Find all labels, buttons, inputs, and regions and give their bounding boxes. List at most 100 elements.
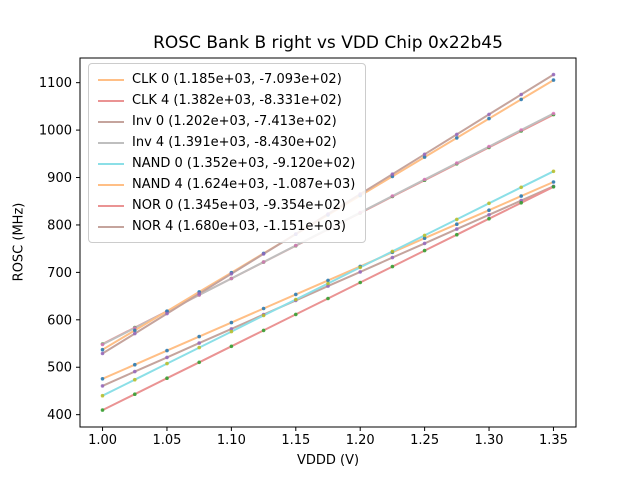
legend-label: NOR 0 (1.345e+03, -9.354e+02) — [132, 198, 346, 213]
data-point-nand-0 — [261, 313, 266, 318]
data-point-inv-4 — [519, 128, 523, 132]
x-tick-label: 1.10 — [217, 433, 246, 448]
y-tick-label: 800 — [47, 218, 72, 233]
data-point-nor-4 — [519, 92, 523, 97]
y-tick-label: 1100 — [39, 76, 72, 91]
legend-swatch — [98, 183, 124, 186]
data-point-clk-0 — [165, 348, 169, 353]
data-point-nor-4 — [390, 172, 395, 176]
data-point-clk-0 — [133, 362, 137, 367]
y-tick-label: 700 — [47, 266, 72, 281]
legend-item-clk-0: CLK 0 (1.185e+03, -7.093e+02) — [98, 69, 355, 90]
legend-swatch — [98, 162, 124, 165]
data-point-nor-4 — [261, 252, 266, 256]
legend-item-inv-0: Inv 0 (1.202e+03, -7.413e+02) — [98, 111, 355, 132]
legend-swatch — [98, 78, 124, 81]
data-point-clk-0 — [100, 377, 105, 381]
y-tick-label: 1000 — [39, 124, 72, 139]
data-point-nor-0 — [133, 392, 137, 397]
legend-label: CLK 0 (1.185e+03, -7.093e+02) — [132, 72, 342, 87]
data-point-nand-0 — [165, 361, 169, 366]
data-point-nand-4 — [551, 78, 556, 82]
data-point-nor-0 — [358, 280, 363, 285]
data-point-nor-0 — [422, 248, 427, 253]
axes-frame — [79, 57, 577, 428]
data-point-nor-4 — [551, 72, 556, 77]
data-point-inv-4 — [100, 342, 105, 347]
data-point-nor-0 — [165, 376, 169, 381]
data-point-inv-4 — [551, 111, 556, 116]
y-tick-label: 900 — [47, 171, 72, 186]
data-point-nor-4 — [100, 351, 105, 356]
data-point-clk-0 — [229, 320, 234, 325]
data-point-inv-0 — [100, 384, 105, 388]
data-point-inv-0 — [197, 341, 201, 345]
data-point-nand-0 — [422, 233, 427, 238]
legend-label: NOR 4 (1.680e+03, -1.151e+03) — [132, 219, 346, 234]
data-point-nor-0 — [551, 185, 556, 189]
data-point-nor-4 — [165, 311, 169, 316]
data-point-inv-0 — [390, 255, 395, 260]
data-point-nand-0 — [551, 169, 556, 174]
data-point-inv-0 — [133, 369, 137, 374]
legend-item-nand-0: NAND 0 (1.352e+03, -9.120e+02) — [98, 153, 355, 174]
data-point-nand-0 — [197, 345, 201, 350]
x-axis-label: VDDD (V) — [296, 453, 360, 468]
data-point-clk-0 — [551, 180, 556, 184]
data-point-inv-4 — [261, 260, 266, 264]
data-point-nor-0 — [294, 312, 298, 317]
data-point-clk-0 — [422, 236, 427, 240]
x-tick-label: 1.20 — [346, 433, 375, 448]
data-point-nand-0 — [229, 329, 234, 334]
data-point-inv-4 — [422, 177, 427, 182]
data-point-nand-0 — [100, 393, 105, 398]
data-point-clk-0 — [261, 306, 266, 311]
data-point-nor-0 — [455, 232, 459, 237]
data-point-nor-0 — [326, 296, 330, 301]
data-point-inv-0 — [358, 270, 363, 274]
x-tick-label: 1.35 — [539, 433, 568, 448]
data-point-inv-4 — [294, 243, 298, 248]
legend-item-nand-4: NAND 4 (1.624e+03, -1.087e+03) — [98, 174, 355, 195]
data-point-clk-0 — [294, 292, 298, 297]
data-point-nand-0 — [326, 281, 330, 286]
legend-label: CLK 4 (1.382e+03, -8.331e+02) — [132, 93, 342, 108]
data-point-inv-0 — [422, 241, 427, 246]
data-point-nor-0 — [487, 216, 491, 221]
y-tick-label: 600 — [47, 313, 72, 328]
data-point-inv-4 — [487, 144, 491, 149]
data-point-nand-0 — [294, 297, 298, 302]
data-point-nand-4 — [487, 116, 491, 121]
y-tick-label: 500 — [47, 361, 72, 376]
data-point-nor-4 — [197, 291, 201, 296]
x-tick-label: 1.05 — [152, 433, 181, 448]
data-point-nand-4 — [422, 155, 427, 159]
data-point-inv-4 — [390, 194, 395, 198]
data-point-inv-0 — [487, 213, 491, 217]
legend-item-inv-4: Inv 4 (1.391e+03, -8.430e+02) — [98, 132, 355, 153]
data-point-inv-0 — [165, 355, 169, 360]
data-point-nand-0 — [455, 217, 459, 222]
legend-label: NAND 0 (1.352e+03, -9.120e+02) — [132, 156, 356, 171]
data-point-clk-0 — [197, 334, 201, 339]
data-point-nor-4 — [229, 272, 234, 276]
legend-item-nor-4: NOR 4 (1.680e+03, -1.151e+03) — [98, 216, 355, 237]
legend-item-clk-4: CLK 4 (1.382e+03, -8.331e+02) — [98, 90, 355, 111]
data-point-nor-4 — [133, 331, 137, 336]
data-point-clk-0 — [519, 194, 523, 198]
data-point-nand-0 — [519, 185, 523, 190]
legend: CLK 0 (1.185e+03, -7.093e+02) CLK 4 (1.38… — [88, 63, 367, 243]
data-point-nor-0 — [390, 264, 395, 269]
legend-label: NAND 4 (1.624e+03, -1.087e+03) — [132, 177, 356, 192]
data-point-nand-0 — [487, 201, 491, 206]
data-point-nor-4 — [455, 132, 459, 137]
legend-swatch — [98, 99, 124, 102]
data-point-nor-0 — [100, 408, 105, 412]
data-point-nand-4 — [133, 328, 137, 333]
legend-label: Inv 0 (1.202e+03, -7.413e+02) — [132, 114, 337, 129]
data-point-nor-0 — [519, 201, 523, 205]
data-point-nand-0 — [133, 377, 137, 382]
legend-swatch — [98, 225, 124, 228]
data-point-inv-0 — [455, 227, 459, 231]
